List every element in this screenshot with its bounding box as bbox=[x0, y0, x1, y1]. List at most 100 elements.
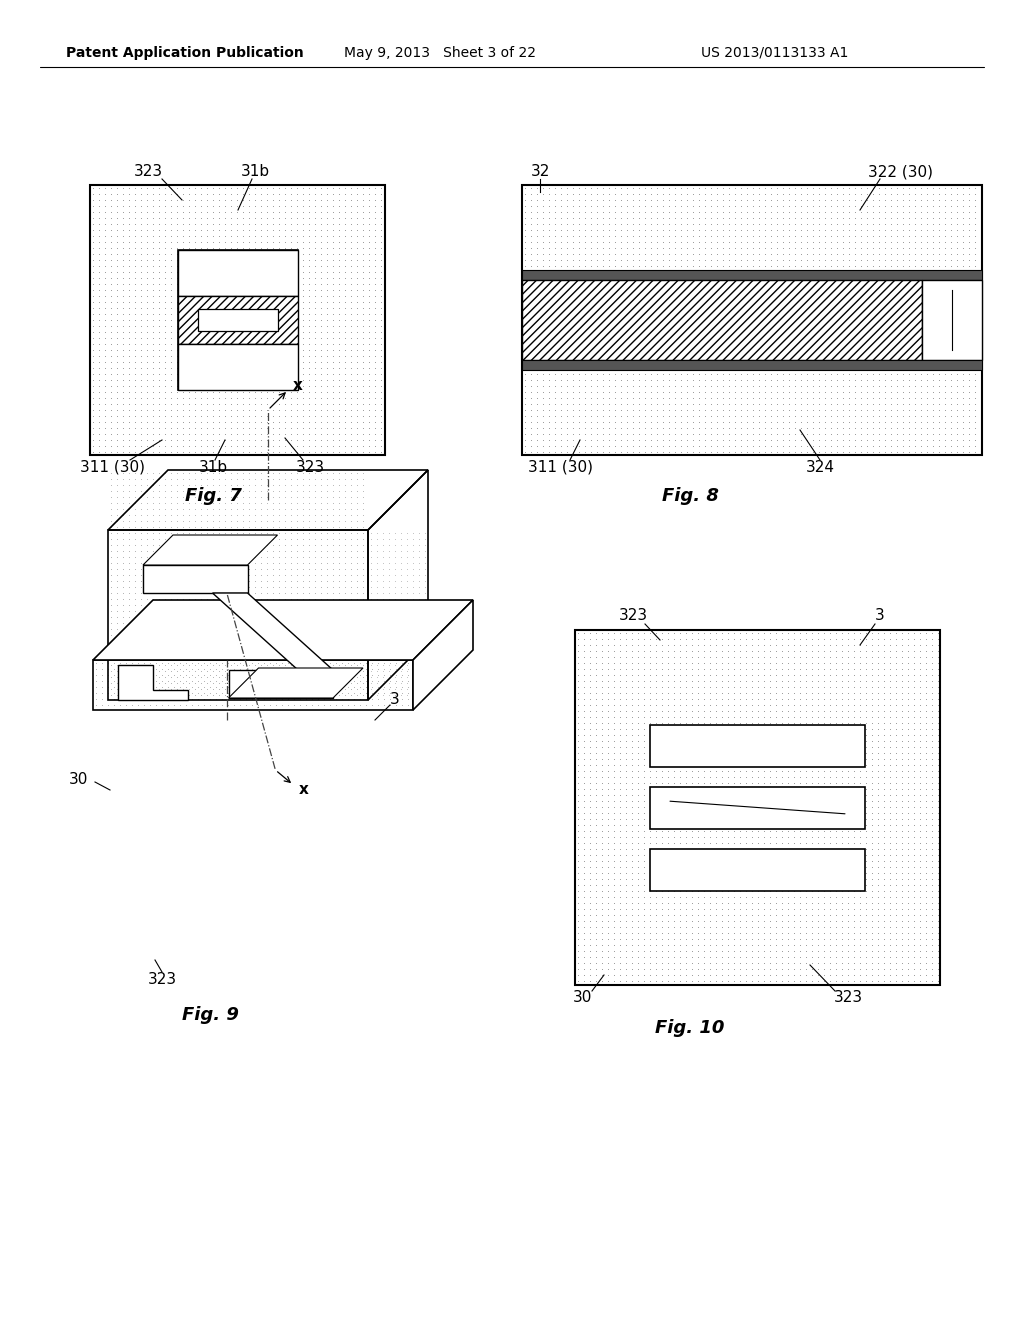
Point bbox=[684, 923, 700, 944]
Point bbox=[625, 261, 641, 282]
Point bbox=[102, 540, 119, 561]
Point bbox=[906, 713, 923, 734]
Point bbox=[785, 652, 802, 673]
Point bbox=[343, 589, 359, 610]
Point bbox=[517, 309, 534, 330]
Point bbox=[250, 664, 266, 685]
Point bbox=[270, 309, 287, 330]
Point bbox=[685, 249, 701, 271]
Point bbox=[738, 755, 755, 776]
Point bbox=[144, 436, 161, 457]
Point bbox=[780, 659, 797, 680]
Point bbox=[121, 474, 137, 495]
Point bbox=[398, 606, 415, 627]
Point bbox=[331, 558, 347, 579]
Point bbox=[349, 577, 366, 598]
Point bbox=[234, 570, 251, 591]
Point bbox=[91, 207, 108, 228]
Point bbox=[594, 874, 610, 895]
Point bbox=[919, 195, 935, 216]
Point bbox=[869, 928, 886, 949]
Point bbox=[877, 207, 893, 228]
Point bbox=[883, 375, 899, 396]
Point bbox=[337, 655, 353, 676]
Point bbox=[720, 725, 736, 746]
Point bbox=[312, 672, 329, 693]
Point bbox=[612, 375, 629, 396]
Point bbox=[869, 706, 886, 727]
Point bbox=[369, 565, 385, 586]
Point bbox=[88, 652, 104, 673]
Point bbox=[411, 570, 427, 591]
Point bbox=[642, 826, 658, 847]
Point bbox=[541, 231, 557, 252]
Point bbox=[169, 511, 185, 532]
Point bbox=[768, 821, 784, 842]
Point bbox=[241, 177, 257, 198]
Point bbox=[147, 694, 164, 715]
Point bbox=[870, 219, 887, 240]
Point bbox=[847, 273, 863, 294]
Point bbox=[907, 405, 924, 426]
Point bbox=[553, 304, 569, 325]
Point bbox=[322, 682, 338, 704]
Point bbox=[582, 923, 598, 944]
Point bbox=[318, 202, 335, 223]
Point bbox=[594, 659, 610, 680]
Point bbox=[828, 285, 845, 306]
Point bbox=[301, 631, 317, 652]
Point bbox=[967, 219, 983, 240]
Point bbox=[931, 219, 947, 240]
Point bbox=[569, 730, 586, 751]
Point bbox=[708, 916, 724, 937]
Point bbox=[865, 219, 882, 240]
Point bbox=[738, 370, 755, 391]
Point bbox=[307, 685, 324, 706]
Point bbox=[889, 351, 905, 372]
Point bbox=[864, 718, 881, 739]
Point bbox=[234, 238, 251, 259]
Point bbox=[570, 304, 587, 325]
Point bbox=[630, 784, 646, 805]
Point bbox=[701, 640, 718, 661]
Point bbox=[276, 424, 293, 445]
Point bbox=[709, 375, 725, 396]
Point bbox=[373, 405, 389, 426]
Point bbox=[181, 322, 198, 343]
Point bbox=[625, 226, 641, 247]
Point bbox=[617, 940, 634, 961]
Point bbox=[181, 516, 198, 537]
Point bbox=[660, 304, 677, 325]
Point bbox=[853, 346, 869, 367]
Point bbox=[732, 647, 749, 668]
Point bbox=[276, 619, 293, 640]
Point bbox=[535, 273, 551, 294]
Point bbox=[121, 487, 137, 508]
Point bbox=[265, 339, 282, 360]
Point bbox=[738, 869, 755, 890]
Point bbox=[793, 285, 809, 306]
Point bbox=[768, 706, 784, 727]
Point bbox=[733, 375, 750, 396]
Point bbox=[883, 417, 899, 438]
Point bbox=[827, 923, 844, 944]
Point bbox=[822, 647, 839, 668]
Point bbox=[205, 207, 221, 228]
Point bbox=[325, 643, 341, 664]
Point bbox=[696, 850, 713, 871]
Point bbox=[709, 388, 725, 409]
Point bbox=[575, 682, 592, 704]
Point bbox=[331, 631, 347, 652]
Point bbox=[775, 195, 792, 216]
Point bbox=[924, 784, 940, 805]
Point bbox=[696, 393, 713, 414]
Point bbox=[595, 436, 611, 457]
Point bbox=[276, 606, 293, 627]
Point bbox=[259, 499, 275, 520]
Point bbox=[763, 358, 779, 379]
Point bbox=[312, 504, 329, 525]
Point bbox=[307, 207, 324, 228]
Point bbox=[247, 315, 263, 337]
Point bbox=[205, 292, 221, 313]
Point bbox=[877, 339, 893, 360]
